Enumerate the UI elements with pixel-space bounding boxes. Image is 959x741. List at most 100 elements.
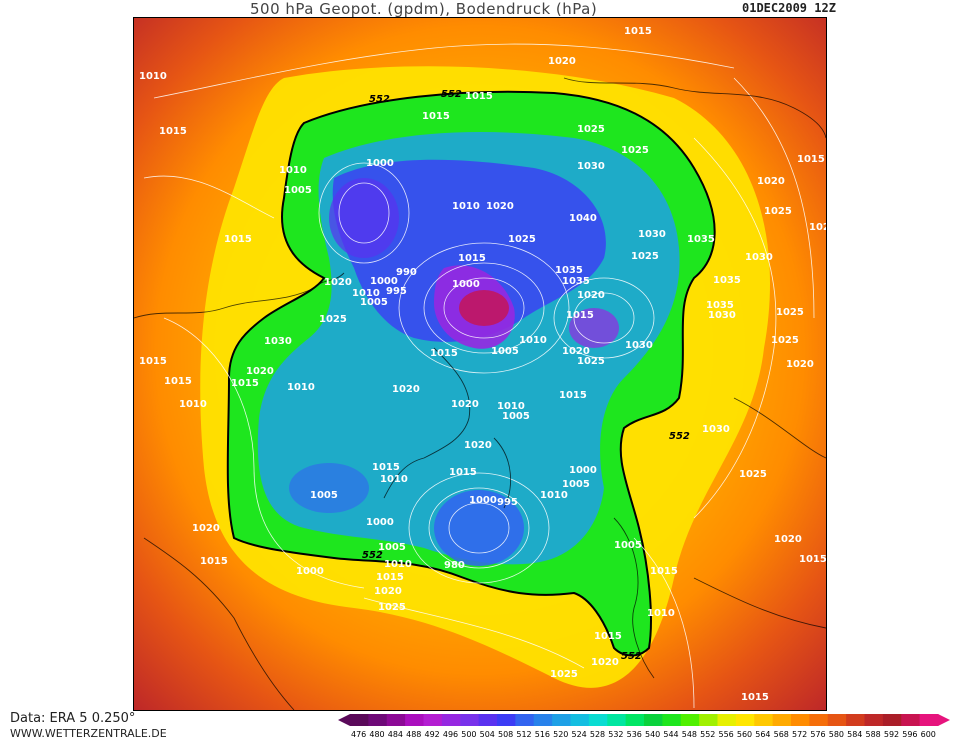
isobar-label: 1020 bbox=[757, 176, 785, 187]
color-scale-cells bbox=[338, 714, 950, 726]
isobar-label: 1015 bbox=[741, 692, 769, 703]
scale-cell bbox=[754, 714, 774, 726]
isobar-label: 1020 bbox=[392, 384, 420, 395]
map-title: 500 hPa Geopot. (gpdm), Bodendruck (hPa) bbox=[250, 0, 598, 18]
isobar-label: 1020 bbox=[562, 346, 590, 357]
isobar-label: 1030 bbox=[264, 336, 292, 347]
isobar-label: 1015 bbox=[422, 111, 450, 122]
isobar-label: 1010 bbox=[352, 288, 380, 299]
isobar-label: 1015 bbox=[624, 26, 652, 37]
isobar-label: 1015 bbox=[200, 556, 228, 567]
scale-arrow-left bbox=[338, 714, 350, 726]
scale-cell bbox=[735, 714, 755, 726]
scale-cell bbox=[423, 714, 443, 726]
scale-cell bbox=[919, 714, 939, 726]
isobar-label: 1015 bbox=[594, 631, 622, 642]
isobar-label: 1000 bbox=[370, 276, 398, 287]
scale-cell bbox=[644, 714, 663, 726]
scale-cell bbox=[515, 714, 535, 726]
scale-cell bbox=[699, 714, 718, 726]
scale-cell bbox=[846, 714, 865, 726]
isobar-label: 1010 bbox=[279, 165, 307, 176]
scale-cell bbox=[827, 714, 847, 726]
isobar-label: 1025 bbox=[764, 206, 792, 217]
scale-cell bbox=[607, 714, 627, 726]
isobar-label: 1035 bbox=[555, 265, 583, 276]
coastlines bbox=[134, 77, 826, 710]
scale-cell bbox=[882, 714, 902, 726]
scale-cell bbox=[588, 714, 608, 726]
contour-552-label: 552 bbox=[669, 431, 690, 442]
scale-label: 480 bbox=[369, 730, 384, 739]
isobar-label: 1025 bbox=[577, 124, 605, 135]
isobar-label: 1010 bbox=[139, 71, 167, 82]
isobar-label: 1025 bbox=[508, 234, 536, 245]
isobar-label: 1010 bbox=[380, 474, 408, 485]
isobar-label: 1015 bbox=[566, 310, 594, 321]
isobar-label: 1015 bbox=[650, 566, 678, 577]
scale-label: 576 bbox=[810, 730, 825, 739]
scale-label: 500 bbox=[461, 730, 476, 739]
scale-cell bbox=[368, 714, 388, 726]
isobar-label: 1025 bbox=[776, 307, 804, 318]
scale-cell bbox=[901, 714, 921, 726]
scale-arrow-right bbox=[938, 714, 950, 726]
contour-552-label: 552 bbox=[369, 94, 390, 105]
isobar-label: 1030 bbox=[577, 161, 605, 172]
scale-label: 592 bbox=[884, 730, 899, 739]
scale-label: 544 bbox=[663, 730, 678, 739]
isobar-label: 1020 bbox=[809, 222, 826, 233]
scale-cell bbox=[478, 714, 498, 726]
scale-cell bbox=[680, 714, 700, 726]
isobar-label: 1020 bbox=[324, 277, 352, 288]
isobar-label: 1020 bbox=[786, 359, 814, 370]
scale-cell bbox=[570, 714, 590, 726]
isobar-label: 1015 bbox=[458, 253, 486, 264]
isobar-label: 1025 bbox=[577, 356, 605, 367]
contour-552-label: 552 bbox=[362, 550, 383, 561]
isobar-label: 1020 bbox=[548, 56, 576, 67]
website-label: WWW.WETTERZENTRALE.DE bbox=[10, 727, 167, 740]
scale-cell bbox=[552, 714, 571, 726]
isobar-label: 1015 bbox=[797, 154, 825, 165]
isobar-label: 1035 bbox=[687, 234, 715, 245]
scale-cell bbox=[533, 714, 553, 726]
scale-label: 588 bbox=[866, 730, 881, 739]
isobar-label: 1010 bbox=[497, 401, 525, 412]
isobar-label: 1025 bbox=[771, 335, 799, 346]
isobar-label: 1020 bbox=[192, 523, 220, 534]
scale-label: 512 bbox=[516, 730, 531, 739]
scale-cell bbox=[625, 714, 645, 726]
isobar-label: 1020 bbox=[246, 366, 274, 377]
scale-label: 488 bbox=[406, 730, 421, 739]
scale-label: 532 bbox=[608, 730, 623, 739]
isobar-label: 1015 bbox=[372, 462, 400, 473]
isobar-label: 1020 bbox=[577, 290, 605, 301]
isobar-label: 1030 bbox=[638, 229, 666, 240]
isobar-label: 1030 bbox=[702, 424, 730, 435]
map-date: 01DEC2009 12Z bbox=[742, 1, 836, 15]
isobar-label: 1010 bbox=[452, 201, 480, 212]
isobar-label: 990 bbox=[396, 267, 417, 278]
geopotential-map: 552 552 552 552 552 1015 1010 1015 1020 … bbox=[133, 17, 827, 711]
isobar-label: 980 bbox=[444, 560, 465, 571]
isobar-label: 1005 bbox=[310, 490, 338, 501]
isobar-label: 1015 bbox=[159, 126, 187, 137]
isobar-label: 1005 bbox=[614, 540, 642, 551]
scale-label: 476 bbox=[351, 730, 366, 739]
isobar-label: 1010 bbox=[647, 608, 675, 619]
isobar-label: 1000 bbox=[452, 279, 480, 290]
scale-cell bbox=[350, 714, 369, 726]
scale-cell bbox=[791, 714, 810, 726]
isobar-label: 1005 bbox=[284, 185, 312, 196]
contour-552-label: 552 bbox=[621, 651, 642, 662]
isobar-label: 1010 bbox=[540, 490, 568, 501]
isobar-label: 1040 bbox=[569, 213, 597, 224]
scale-cell bbox=[772, 714, 792, 726]
isobar-label: 1005 bbox=[491, 346, 519, 357]
isobar-label: 1025 bbox=[631, 251, 659, 262]
scale-label: 556 bbox=[719, 730, 734, 739]
color-scale-labels: 476 480 484 488 492 496 500 504 508 512 516 520 524 5… bbox=[351, 730, 936, 739]
scale-cell bbox=[441, 714, 461, 726]
scale-label: 496 bbox=[443, 730, 458, 739]
